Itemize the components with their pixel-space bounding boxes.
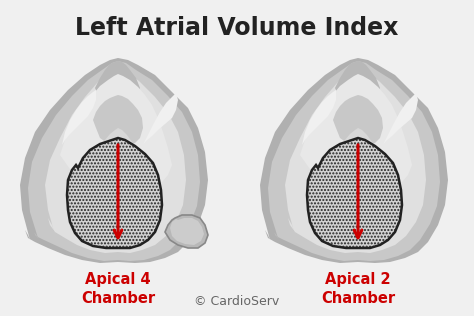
Polygon shape (93, 95, 143, 145)
Text: Apical 2
Chamber: Apical 2 Chamber (321, 272, 395, 306)
Polygon shape (333, 95, 383, 145)
Polygon shape (60, 74, 172, 190)
Polygon shape (100, 128, 136, 163)
Text: Apical 4
Chamber: Apical 4 Chamber (81, 272, 155, 306)
Polygon shape (380, 93, 418, 148)
Polygon shape (335, 61, 380, 108)
Text: © CardioServ: © CardioServ (194, 295, 280, 308)
Polygon shape (165, 215, 208, 248)
Polygon shape (300, 74, 412, 190)
Polygon shape (140, 93, 178, 148)
Polygon shape (20, 58, 208, 263)
Text: Left Atrial Volume Index: Left Atrial Volume Index (75, 16, 399, 40)
Polygon shape (260, 58, 448, 263)
Polygon shape (95, 61, 140, 108)
Polygon shape (268, 61, 440, 261)
Polygon shape (285, 64, 426, 253)
Polygon shape (67, 138, 162, 248)
Polygon shape (307, 138, 402, 248)
Polygon shape (45, 64, 186, 253)
Polygon shape (170, 218, 204, 245)
Polygon shape (302, 90, 336, 145)
Polygon shape (62, 90, 96, 145)
Polygon shape (28, 61, 200, 261)
Polygon shape (340, 128, 376, 163)
